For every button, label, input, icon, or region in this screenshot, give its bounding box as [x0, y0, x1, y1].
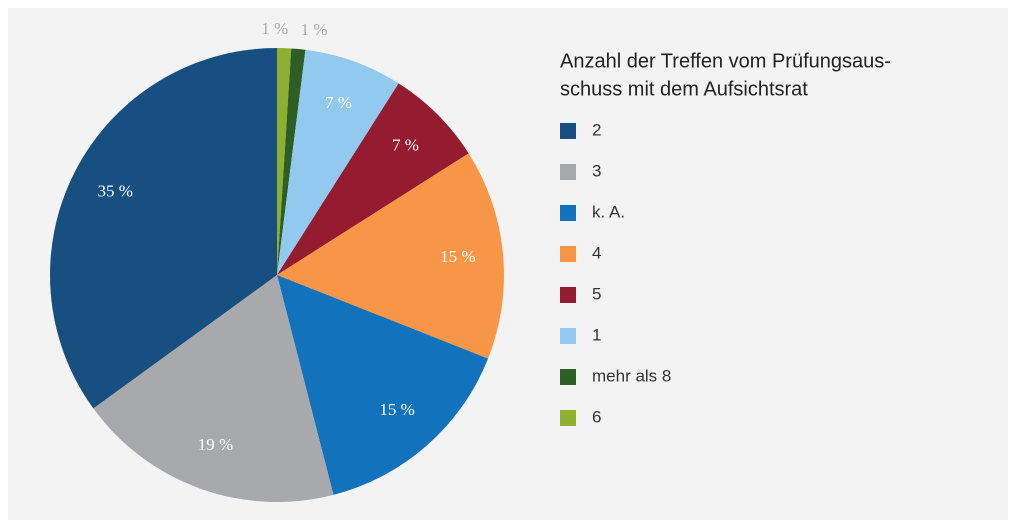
- legend-swatch: [560, 369, 576, 385]
- data-label: 1 %: [301, 20, 328, 39]
- data-label: 15 %: [440, 247, 475, 266]
- pie-slice: [50, 48, 278, 409]
- legend-label: 3: [592, 161, 601, 180]
- pie-slice: [277, 48, 306, 275]
- legend-swatch: [560, 205, 576, 221]
- legend-label: 6: [592, 407, 601, 426]
- legend-label: 5: [592, 284, 601, 303]
- legend-swatch: [560, 164, 576, 180]
- pie-slice: [277, 83, 469, 276]
- legend-label: mehr als 8: [592, 366, 671, 385]
- legend-title: Anzahl der Treffen vom Prüfungsaus-: [560, 50, 891, 72]
- data-label: 19 %: [198, 435, 233, 454]
- legend-swatch: [560, 123, 576, 139]
- pie-slice: [93, 275, 334, 502]
- legend-label: 4: [592, 243, 601, 262]
- pie-slice: [277, 49, 399, 275]
- legend-swatch: [560, 287, 576, 303]
- legend-swatch: [560, 410, 576, 426]
- data-label: 15 %: [379, 400, 414, 419]
- legend-label: 1: [592, 325, 601, 344]
- legend-label: k. A.: [592, 202, 625, 221]
- legend-swatch: [560, 328, 576, 344]
- data-label: 7 %: [325, 93, 352, 112]
- data-label: 35 %: [97, 181, 132, 200]
- pie-slice: [277, 48, 292, 275]
- data-label: 7 %: [392, 135, 419, 154]
- legend-title: schuss mit dem Aufsichtsrat: [560, 78, 808, 100]
- legend-swatch: [560, 246, 576, 262]
- pie-slice: [277, 275, 489, 495]
- data-label: 1 %: [261, 19, 288, 38]
- pie-slice: [277, 153, 504, 359]
- legend-label: 2: [592, 120, 601, 139]
